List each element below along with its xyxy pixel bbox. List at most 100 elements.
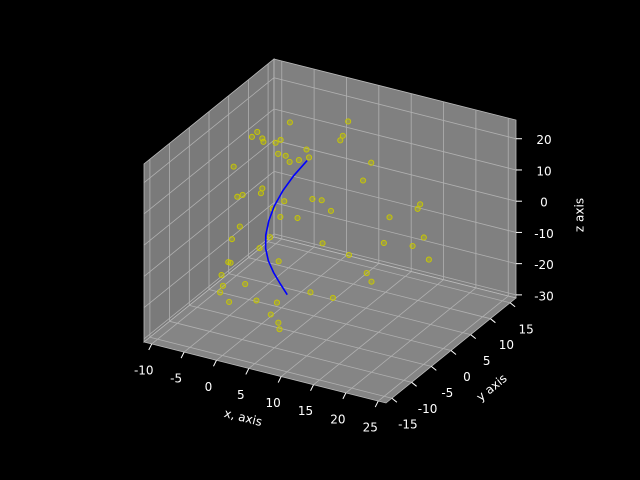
scatter-point [295,157,302,164]
scatter-point [234,193,241,200]
scatter-point [254,128,261,135]
scatter-point [425,256,432,263]
scatter-point [337,137,344,144]
scatter-point [226,298,233,306]
grid-line [273,202,517,265]
scatter-point [318,197,325,204]
x-tick-label: 20 [330,412,345,426]
scatter-point [282,152,289,159]
scatter-point [272,139,279,146]
scatter-point [329,294,337,301]
grid-line [273,139,517,202]
grid-line [273,171,517,233]
scatter-point [219,282,227,289]
tick-mark [374,400,379,408]
scatter-point [309,195,316,203]
scatter-point [256,245,263,252]
tick-mark [245,368,250,375]
scatter-point [276,326,283,333]
tick-mark [490,318,496,324]
grid-line [273,233,517,296]
scatter-point [417,201,424,208]
tick-mark [411,381,417,387]
tick-mark [310,384,314,391]
scatter-point [420,234,427,241]
scatter-point [368,159,375,166]
y-tick-label: -15 [398,418,418,432]
scatter-point [218,271,225,279]
grid-line [169,320,412,383]
tick-mark [277,376,282,383]
x-tick-label: 25 [363,421,378,435]
grid-line [143,202,275,308]
scatter-point [228,236,236,243]
scatter-point [277,136,284,143]
y-tick-label: -10 [418,402,438,416]
x-tick-label: 15 [298,404,313,418]
scatter-point [275,319,282,326]
z-tick-label: -30 [534,289,554,303]
z-tick-label: 20 [536,133,551,147]
grid-line [149,336,393,399]
grid-line [228,273,471,335]
scatter-point [305,154,313,161]
tick-mark [213,360,217,367]
scatter-point [327,207,335,214]
scatter-point [368,278,375,285]
y-tick-label: 15 [518,322,533,336]
scatter-point [225,259,232,266]
scatter-point [319,240,326,247]
z-axis-label: z axis [573,198,587,232]
z-tick-label: 0 [540,196,548,210]
scatter-point [275,258,282,265]
scatter-point [414,205,421,212]
grid-line [189,305,432,367]
y-tick-label: 5 [483,354,491,368]
scatter-point [273,299,281,306]
scatter-point [259,185,266,192]
tick-mark [430,366,437,371]
scatter-point [260,138,267,145]
scatter-point [386,214,393,221]
scatter-point [281,198,288,205]
scatter-point [253,297,260,304]
scatter-point [236,223,243,230]
grid-line [273,108,517,171]
scatter-point [266,234,273,241]
scatter-point [339,132,346,139]
x-tick-label: 10 [266,396,281,410]
scatter-point [380,239,387,247]
scatter-point [345,118,352,125]
grid-line [208,289,452,351]
grid-line [143,77,275,184]
scatter-point [275,150,282,157]
scatter-point [259,135,266,142]
y-tick-label: 10 [499,338,514,352]
x-tick-label: 0 [205,380,213,394]
tick-mark [450,350,457,355]
x-tick-label: -5 [170,372,182,386]
tick-mark [180,351,185,359]
scatter-point [307,289,314,296]
grid-line [248,257,491,320]
scatter-point [257,190,264,197]
z-tick-label: -10 [534,227,554,241]
grid-line [273,77,517,140]
scatter-point [286,119,293,126]
tick-mark [391,397,398,403]
scatter-point [286,158,293,165]
scatter-point [239,191,246,198]
scatter-point [360,177,367,184]
scatter-point [409,242,416,250]
scatter-point [248,133,255,140]
grid-line [143,108,275,215]
grid-line [267,241,511,304]
x-tick-label: 5 [237,388,245,402]
scatter-point [217,289,224,296]
scatter-point [303,146,310,153]
y-tick-label: 0 [463,370,471,384]
tick-mark [470,334,477,339]
z-tick-label: -20 [534,258,554,272]
tick-mark [148,343,153,351]
